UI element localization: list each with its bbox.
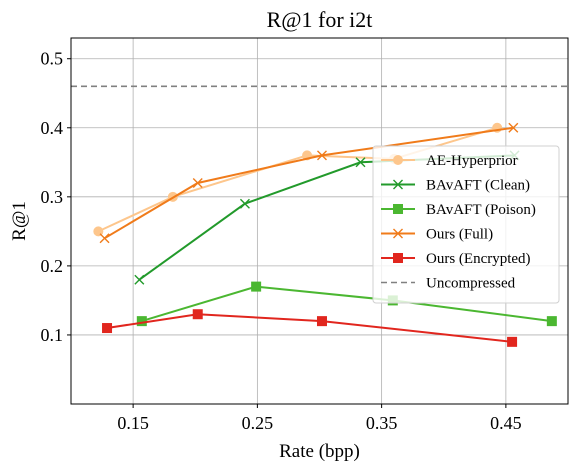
data-point-bavaft-clean	[355, 157, 366, 168]
series-line-ours-encrypted	[106, 313, 513, 343]
legend-item-ae-hyperprior: AE-Hyperprior	[381, 153, 518, 169]
y-tick-label: 0.2	[41, 256, 64, 276]
series-ours-encrypted	[102, 309, 518, 347]
legend-swatch-marker	[393, 228, 403, 239]
y-tick-label: 0.3	[41, 187, 64, 207]
legend-swatch-marker	[393, 253, 403, 263]
data-point-ours-full	[99, 233, 110, 244]
legend-swatch-marker	[393, 179, 403, 190]
x-tick-label: 0.25	[242, 413, 274, 433]
ticks: 0.15 0.25 0.35 0.45 0.1 0.2 0.3 0.4 0.5	[41, 49, 522, 433]
x-axis-label: Rate (bpp)	[279, 441, 360, 462]
data-point-ours-encrypted	[192, 309, 203, 320]
legend-label: Uncompressed	[426, 276, 516, 292]
legend-item-bavaft-clean: BAvAFT (Clean)	[381, 178, 530, 194]
legend-box	[372, 145, 560, 304]
data-point-ours-full	[508, 122, 519, 133]
legend-label: Ours (Encrypted)	[426, 251, 531, 267]
legend-swatch-marker	[393, 204, 403, 214]
data-point-bavaft-clean	[134, 274, 145, 285]
data-point-ours-encrypted	[507, 336, 518, 347]
legend-item-ours-full: Ours (Full)	[381, 227, 493, 243]
x-tick-label: 0.35	[366, 413, 398, 433]
x-tick-label: 0.15	[117, 413, 149, 433]
data-point-bavaft-poison	[136, 316, 147, 327]
y-axis-label: R@1	[9, 201, 30, 241]
y-tick-label: 0.5	[41, 49, 64, 69]
data-point-bavaft-clean	[239, 198, 250, 209]
data-point-ours-encrypted	[316, 316, 327, 327]
series-ours-full	[99, 122, 519, 244]
series-line-ours-full	[103, 126, 514, 240]
legend-item-ours-encrypted: Ours (Encrypted)	[381, 251, 531, 267]
legend-item-uncompressed: Uncompressed	[381, 276, 516, 292]
legend-swatch-marker	[393, 155, 403, 165]
chart-title: R@1 for i2t	[267, 7, 373, 32]
series-line-bavaft-poison	[141, 285, 552, 323]
data-point-bavaft-poison	[546, 316, 557, 327]
x-tick-label: 0.45	[490, 413, 522, 433]
data-point-ours-encrypted	[102, 323, 113, 334]
plot-frame	[70, 37, 569, 405]
legend-label: AE-Hyperprior	[426, 153, 518, 169]
legend-label: BAvAFT (Clean)	[426, 178, 530, 194]
y-tick-label: 0.4	[41, 118, 64, 138]
data-point-ours-full	[192, 178, 203, 189]
data-point-ours-full	[316, 150, 327, 161]
data-point-bavaft-poison	[251, 281, 262, 292]
legend-label: BAvAFT (Poison)	[426, 202, 536, 218]
y-tick-label: 0.1	[41, 325, 64, 345]
legend-item-bavaft-poison: BAvAFT (Poison)	[381, 202, 536, 218]
legend: AE-Hyperprior BAvAFT (Clean) BAvAFT (Poiso…	[372, 145, 560, 304]
legend-label: Ours (Full)	[426, 227, 493, 243]
